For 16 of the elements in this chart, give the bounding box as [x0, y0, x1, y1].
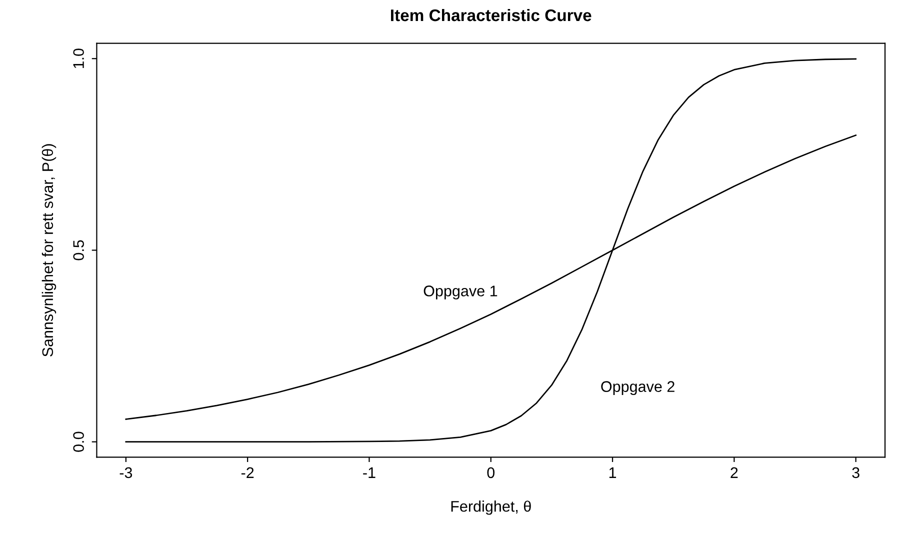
x-axis-title: Ferdighet, θ	[451, 500, 531, 515]
x-tick-label: -2	[241, 467, 254, 478]
x-tick-label: 2	[730, 467, 738, 478]
x-tick-label: 3	[852, 467, 860, 478]
x-tick-label: 0	[487, 467, 495, 478]
y-tick-label: 0.0	[73, 432, 84, 452]
chart-title: Item Characteristic Curve	[391, 8, 592, 22]
x-tick-label: -3	[120, 467, 132, 478]
x-tick-label: -1	[363, 467, 376, 478]
y-tick-label: 0.5	[73, 240, 84, 260]
x-tick-label: 1	[609, 467, 616, 478]
text: Oppgave 2	[601, 381, 674, 395]
series-label: Oppgave 1	[424, 286, 498, 300]
y-axis-title: Sannsynlighet for rett svar, P(θ)	[42, 144, 56, 357]
line-series	[125, 58, 857, 443]
y-tick-label: 1.0	[73, 48, 84, 68]
